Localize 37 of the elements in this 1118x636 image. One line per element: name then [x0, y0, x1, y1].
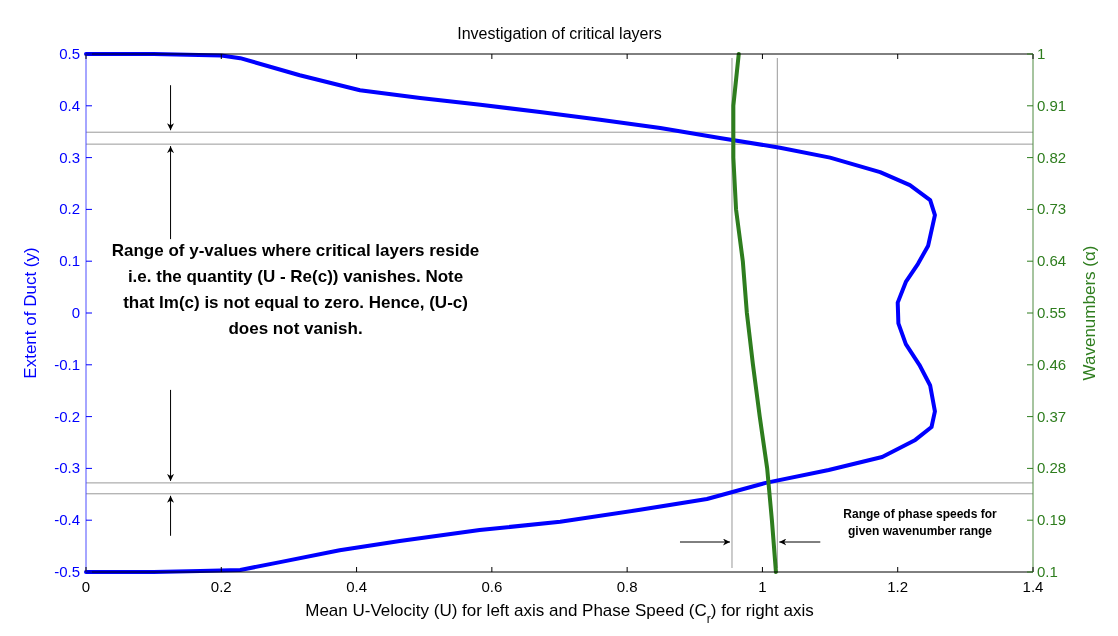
x-tick-label: 0.4	[346, 578, 367, 595]
x-tick-label: 0.6	[481, 578, 503, 595]
y2-tick-label: 0.73	[1037, 200, 1067, 218]
y-tick-label: 0.3	[59, 148, 80, 166]
y2-tick-label: 0.82	[1037, 148, 1067, 166]
x-axis-title: Mean U-Velocity (U) for left axis and Phase Speed (C$_{r}$) for right axis	[305, 601, 814, 626]
y-tick-label: 0	[71, 304, 80, 321]
annotation: Range of y-values where critical layers reside i.e. the quantity (U - Re(c)) vanishes. Note that Im(c) is not equal to zero. Hence, (U-c) does not vanish.	[111, 241, 480, 339]
x-tick-label: 1.2	[887, 578, 909, 595]
y-tick-label: -0.4	[54, 511, 80, 529]
y2-tick-label: 0.28	[1037, 459, 1067, 477]
y-axis-title: Extent of Duct (y)	[21, 247, 40, 379]
y2-tick-label: 0.37	[1037, 407, 1067, 425]
y2-axis-title: Wavenumbers (α)	[1080, 245, 1099, 381]
x-tick-label: 1.4	[1022, 578, 1044, 595]
line-series	[731, 52, 778, 574]
x-tick-label: 0.8	[616, 578, 638, 595]
chart-title: Investigation of critical layers	[457, 25, 662, 42]
y2-tick-label: 0.91	[1037, 96, 1067, 114]
y-tick-label: -0.1	[54, 355, 80, 373]
y-tick-label: -0.2	[54, 407, 80, 425]
y2-tick-label: 0.1	[1037, 563, 1058, 580]
y-tick-label: -0.3	[54, 459, 80, 477]
y2-tick-label: 1	[1037, 45, 1046, 62]
x-tick-label: 0	[81, 578, 91, 595]
annotation: Range of phase speeds for given wavenumber range	[843, 507, 998, 538]
y-tick-label: -0.5	[54, 563, 80, 580]
y2-tick-label: 0.46	[1037, 355, 1067, 373]
x-tick-label: 1	[758, 578, 767, 595]
y2-tick-label: 0.55	[1037, 304, 1067, 321]
y-tick-label: 0.1	[59, 252, 80, 270]
y2-tick-label: 0.64	[1037, 252, 1067, 270]
y-tick-label: 0.2	[59, 200, 80, 218]
y2-tick-label: 0.19	[1037, 511, 1067, 529]
y-tick-label: 0.5	[59, 45, 80, 62]
y-tick-label: 0.4	[59, 96, 80, 114]
x-tick-label: 0.2	[210, 578, 232, 595]
